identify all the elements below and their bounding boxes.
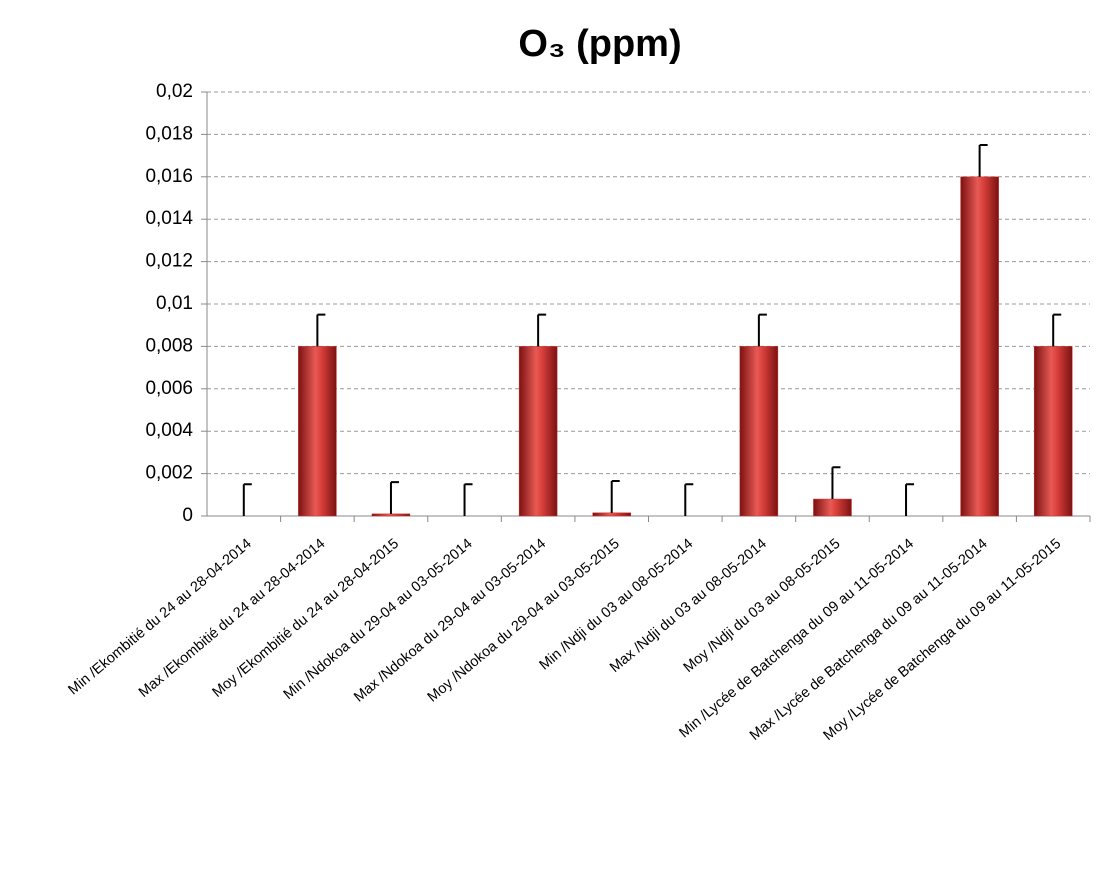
- error-bar: [316, 313, 326, 347]
- y-tick-label: 0,01: [156, 293, 193, 314]
- bar: [1033, 346, 1073, 517]
- y-tick-label: 0,014: [145, 208, 193, 229]
- y-tick-label: 0,018: [145, 123, 193, 144]
- bar: [592, 512, 631, 517]
- error-bar: [905, 483, 915, 516]
- y-tick-label: 0,006: [145, 378, 193, 399]
- bar: [960, 176, 999, 517]
- y-tick-label: 0,008: [145, 335, 193, 356]
- error-bar: [463, 483, 473, 516]
- bar: [518, 346, 558, 517]
- bar: [813, 498, 852, 517]
- x-tick-label: Min /Ndji du 03 au 08-05-2014: [537, 536, 697, 674]
- bar: [371, 513, 411, 517]
- y-tick-label: 0,02: [156, 81, 193, 102]
- y-tick-label: 0,012: [145, 251, 193, 272]
- error-bar: [610, 480, 620, 513]
- bar: [739, 346, 779, 517]
- y-tick-label: 0,002: [145, 463, 193, 484]
- error-bar: [1052, 313, 1062, 347]
- y-tick-label: 0,016: [145, 166, 193, 187]
- chart-title: O₃ (ppm): [518, 23, 681, 65]
- error-bar: [831, 466, 841, 500]
- x-tick-label: Moy /Ndji du 03 au 08-05-2015: [681, 536, 844, 676]
- error-bar: [757, 313, 767, 347]
- error-bar: [978, 144, 988, 177]
- error-bar: [684, 483, 694, 516]
- y-tick-label: 0,004: [145, 420, 193, 441]
- x-tick-label: Max /Ndji du 03 au 08-05-2014: [607, 536, 770, 676]
- error-bar: [242, 483, 252, 516]
- error-bar: [389, 481, 399, 514]
- error-bar: [537, 313, 547, 347]
- y-tick-label: 0: [182, 505, 193, 526]
- bar: [298, 346, 337, 517]
